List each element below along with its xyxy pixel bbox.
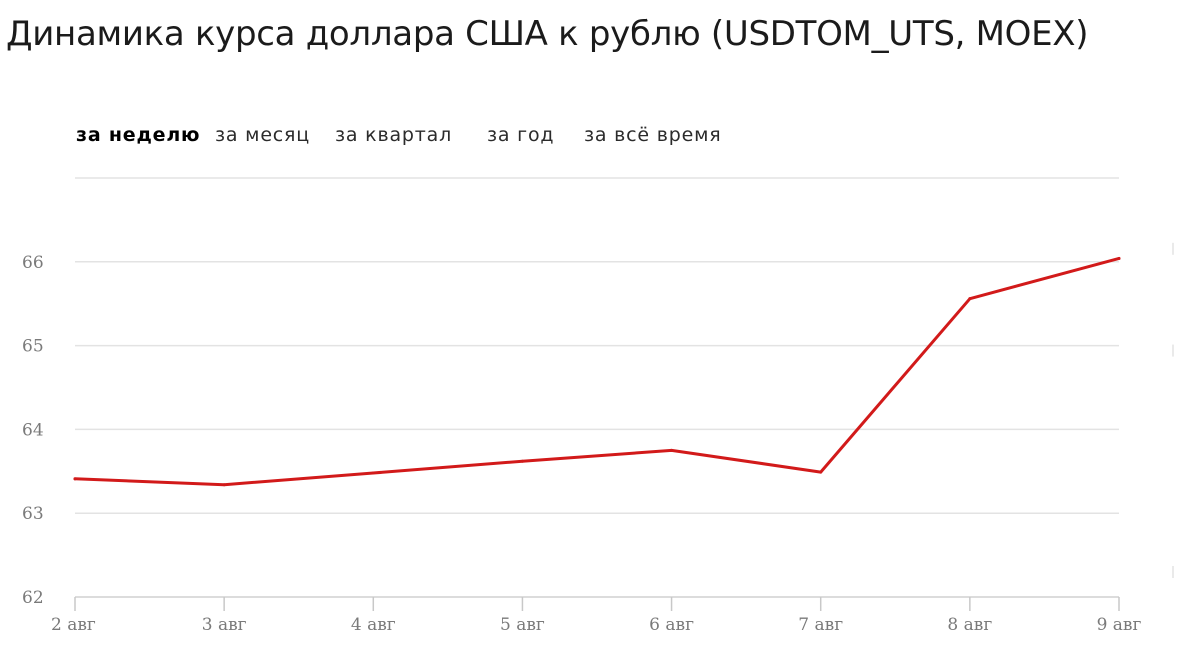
tab-week[interactable]: за неделю (76, 124, 201, 146)
x-tick-label: 5 авг (500, 615, 545, 635)
x-tick-label: 2 авг (51, 615, 96, 635)
x-tick-label: 3 авг (202, 615, 247, 635)
data-point (520, 459, 524, 463)
series-line-0 (73, 256, 1121, 487)
y-tick-label: 63 (22, 504, 44, 524)
y-tick-label: 62 (22, 588, 44, 608)
data-point (819, 470, 823, 474)
x-tick-label: 6 авг (649, 615, 694, 635)
y-tick-label: 64 (22, 420, 44, 440)
data-point (1117, 256, 1121, 260)
tab-all-time[interactable]: за всё время (584, 124, 722, 146)
page-title: Динамика курса доллара США к рублю (USDT… (6, 14, 1089, 54)
data-point (670, 448, 674, 452)
data-point (222, 483, 226, 487)
data-point (73, 477, 77, 481)
x-tick-label: 7 авг (798, 615, 843, 635)
x-tick-label: 4 авг (351, 615, 396, 635)
tab-year[interactable]: за год (487, 124, 555, 146)
x-tick-label: 9 авг (1097, 615, 1142, 635)
data-point (371, 471, 375, 475)
y-tick-label: 65 (22, 337, 44, 357)
y-tick-label: 66 (22, 253, 44, 273)
tab-month[interactable]: за месяц (215, 124, 311, 146)
tab-quarter[interactable]: за квартал (335, 124, 453, 146)
x-tick-label: 8 авг (947, 615, 992, 635)
data-point (968, 297, 972, 301)
